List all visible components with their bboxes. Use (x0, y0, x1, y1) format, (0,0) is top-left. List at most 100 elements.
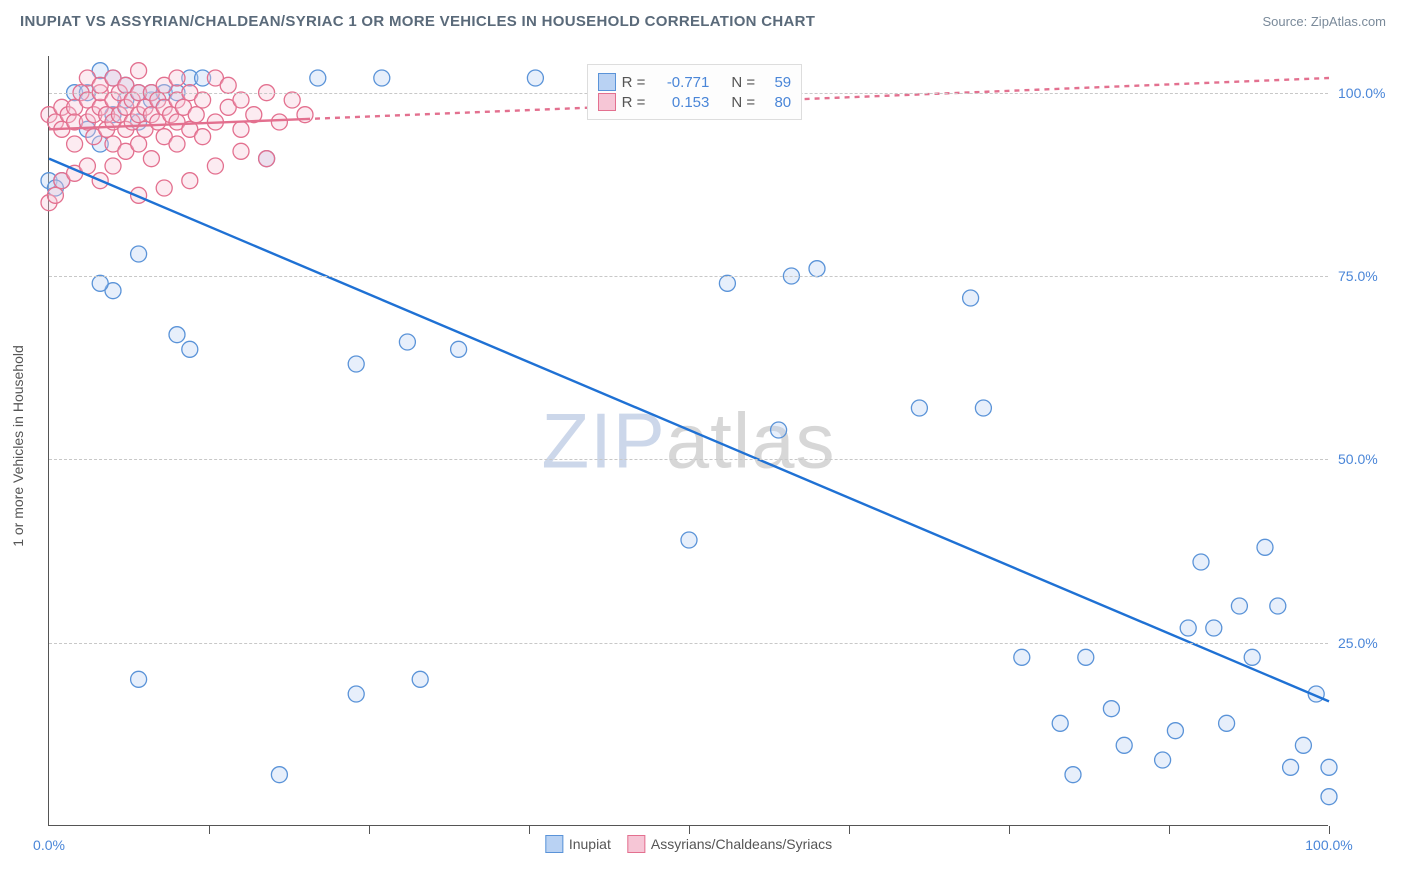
legend-stat-row: R = -0.771 N = 59 (598, 73, 792, 91)
data-point (143, 151, 159, 167)
data-point (719, 275, 735, 291)
data-point (1167, 723, 1183, 739)
gridline-h (49, 643, 1328, 644)
y-tick-label: 100.0% (1338, 85, 1398, 101)
data-point (1014, 649, 1030, 665)
gridline-h (49, 276, 1328, 277)
x-tick (369, 826, 370, 834)
r-value: 0.153 (651, 94, 709, 111)
data-point (1078, 649, 1094, 665)
data-point (131, 246, 147, 262)
data-point (348, 686, 364, 702)
gridline-h (49, 459, 1328, 460)
data-point (1257, 539, 1273, 555)
x-tick-label: 100.0% (1305, 837, 1352, 853)
y-tick-label: 50.0% (1338, 451, 1398, 467)
data-point (911, 400, 927, 416)
data-point (169, 136, 185, 152)
data-point (169, 327, 185, 343)
data-point (169, 70, 185, 86)
data-point (284, 92, 300, 108)
legend-swatch (598, 93, 616, 111)
data-point (809, 261, 825, 277)
data-point (1321, 789, 1337, 805)
data-point (1155, 752, 1171, 768)
n-value: 80 (761, 94, 791, 111)
data-point (182, 173, 198, 189)
data-point (195, 129, 211, 145)
data-point (1219, 715, 1235, 731)
data-point (399, 334, 415, 350)
data-point (188, 107, 204, 123)
n-value: 59 (761, 74, 791, 91)
scatter-plot: ZIPatlas 25.0%50.0%75.0%100.0%0.0%100.0%… (48, 56, 1328, 826)
data-point (1231, 598, 1247, 614)
data-point (1180, 620, 1196, 636)
data-point (233, 143, 249, 159)
legend-label: Inupiat (569, 836, 611, 852)
data-point (259, 151, 275, 167)
data-point (975, 400, 991, 416)
n-label: N = (731, 74, 755, 91)
data-point (131, 63, 147, 79)
data-point (348, 356, 364, 372)
data-point (233, 121, 249, 137)
data-point (527, 70, 543, 86)
data-point (156, 180, 172, 196)
trend-line (305, 78, 1329, 119)
x-tick (1329, 826, 1330, 834)
data-point (374, 70, 390, 86)
data-point (310, 70, 326, 86)
data-point (1052, 715, 1068, 731)
x-tick (849, 826, 850, 834)
data-point (1295, 737, 1311, 753)
legend-swatch (545, 835, 563, 853)
legend-swatch (627, 835, 645, 853)
legend-item: Assyrians/Chaldeans/Syriacs (627, 835, 832, 853)
x-tick (689, 826, 690, 834)
x-tick (1009, 826, 1010, 834)
source-label: Source: ZipAtlas.com (1262, 14, 1386, 29)
data-point (92, 275, 108, 291)
data-point (47, 187, 63, 203)
data-point (681, 532, 697, 548)
legend-swatch (598, 73, 616, 91)
x-tick-label: 0.0% (33, 837, 65, 853)
r-label: R = (622, 74, 646, 91)
data-point (771, 422, 787, 438)
n-label: N = (731, 94, 755, 111)
data-point (233, 92, 249, 108)
data-point (412, 671, 428, 687)
data-point (131, 671, 147, 687)
data-point (207, 158, 223, 174)
y-axis-title: 1 or more Vehicles in Household (10, 345, 26, 547)
data-point (1270, 598, 1286, 614)
data-point (195, 92, 211, 108)
data-point (1103, 701, 1119, 717)
data-point (271, 114, 287, 130)
data-point (131, 136, 147, 152)
data-point (105, 158, 121, 174)
y-tick-label: 25.0% (1338, 635, 1398, 651)
data-point (220, 77, 236, 93)
chart-title: INUPIAT VS ASSYRIAN/CHALDEAN/SYRIAC 1 OR… (20, 13, 815, 30)
legend-item: Inupiat (545, 835, 611, 853)
data-point (1065, 767, 1081, 783)
trend-line (49, 159, 1329, 702)
data-point (1321, 759, 1337, 775)
x-tick (1169, 826, 1170, 834)
data-point (271, 767, 287, 783)
r-value: -0.771 (651, 74, 709, 91)
data-point (1283, 759, 1299, 775)
legend-stat-row: R = 0.153 N = 80 (598, 93, 792, 111)
series-legend: Inupiat Assyrians/Chaldeans/Syriacs (545, 835, 832, 853)
r-label: R = (622, 94, 646, 111)
y-tick-label: 75.0% (1338, 268, 1398, 284)
data-point (1116, 737, 1132, 753)
data-point (451, 341, 467, 357)
data-point (182, 341, 198, 357)
correlation-legend: R = -0.771 N = 59 R = 0.153 N = 80 (587, 64, 803, 120)
data-point (1193, 554, 1209, 570)
data-point (963, 290, 979, 306)
plot-svg (49, 56, 1328, 825)
